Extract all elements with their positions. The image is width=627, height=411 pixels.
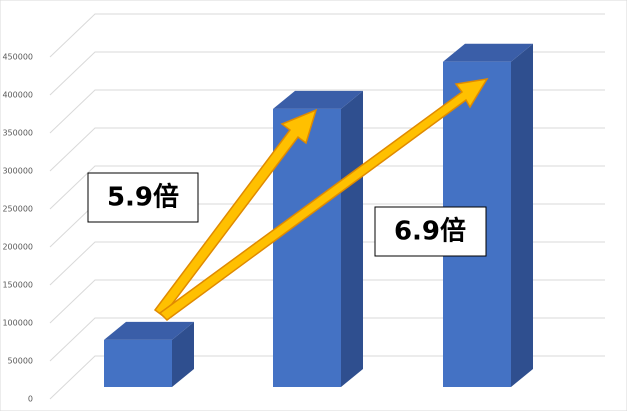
- bar-top: [443, 43, 533, 62]
- grid: 0 50000 100000 150000 200000 250000 300000 3500…: [2, 13, 605, 404]
- bar-side: [172, 321, 194, 387]
- y-tick-label: 0: [28, 395, 33, 404]
- grid-line: [49, 355, 605, 400]
- grid-line: [49, 51, 605, 96]
- annotation-box: [374, 206, 487, 257]
- annotation: 6.9倍: [394, 216, 466, 247]
- bar: [104, 321, 194, 387]
- bar-top: [273, 90, 363, 109]
- bar-side: [341, 90, 363, 387]
- annotation: 5.9倍: [107, 182, 179, 213]
- grid-line: [49, 89, 605, 134]
- grid-line: [49, 165, 605, 210]
- grid-line: [49, 317, 605, 362]
- bar-front: [104, 339, 172, 387]
- y-tick-label: 450000: [2, 53, 33, 62]
- arrow: [153, 108, 318, 318]
- y-tick-label: 400000: [2, 91, 33, 100]
- y-tick-label: 300000: [2, 167, 33, 176]
- y-tick-label: 250000: [2, 205, 33, 214]
- arrow: [158, 78, 489, 321]
- grid-line: [49, 127, 605, 172]
- y-tick-label: 50000: [8, 357, 33, 366]
- y-tick-label: 200000: [2, 243, 33, 252]
- grid-line: [49, 13, 605, 58]
- y-tick-label: 350000: [2, 129, 33, 138]
- annotation-box: [87, 172, 199, 223]
- arrows: [153, 78, 489, 321]
- bar-top: [104, 321, 194, 340]
- y-tick-label: 150000: [2, 281, 33, 290]
- y-tick-label: 100000: [2, 319, 33, 328]
- grid-line: [49, 279, 605, 324]
- bar-side: [511, 43, 533, 387]
